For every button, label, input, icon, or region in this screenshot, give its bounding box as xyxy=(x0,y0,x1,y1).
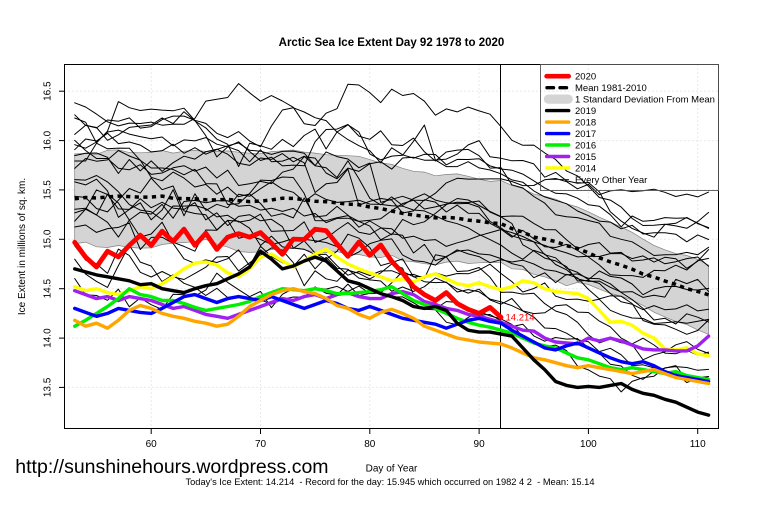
svg-text:15.5: 15.5 xyxy=(43,180,54,200)
svg-text:2019: 2019 xyxy=(575,106,596,117)
svg-text:Today's Ice Extent: 14.214 -: Today's Ice Extent: 14.214 - Record for … xyxy=(185,477,594,487)
svg-text:90: 90 xyxy=(474,439,486,450)
svg-text:2018: 2018 xyxy=(575,118,596,129)
svg-text:2017: 2017 xyxy=(575,129,596,140)
svg-text:2016: 2016 xyxy=(575,140,596,151)
svg-text:Every Other Year: Every Other Year xyxy=(575,175,647,186)
svg-text:14.214: 14.214 xyxy=(506,313,535,324)
svg-text:15.0: 15.0 xyxy=(43,229,54,249)
svg-text:13.5: 13.5 xyxy=(43,377,54,397)
svg-text:80: 80 xyxy=(364,439,376,450)
svg-text:100: 100 xyxy=(580,439,597,450)
svg-text:16.0: 16.0 xyxy=(43,130,54,150)
svg-text:70: 70 xyxy=(255,439,267,450)
svg-text:2014: 2014 xyxy=(575,163,596,174)
svg-text:110: 110 xyxy=(690,439,706,450)
svg-text:14.5: 14.5 xyxy=(43,279,54,299)
svg-text:Arctic Sea Ice Extent Day 92 1: Arctic Sea Ice Extent Day 92 1978 to 202… xyxy=(279,37,505,49)
svg-text:2015: 2015 xyxy=(575,152,596,163)
svg-text:Mean 1981-2010: Mean 1981-2010 xyxy=(575,83,647,94)
svg-text:60: 60 xyxy=(146,439,158,450)
svg-text:2020: 2020 xyxy=(575,72,596,83)
svg-text:1 Standard Deviation From Mean: 1 Standard Deviation From Mean xyxy=(575,95,715,106)
svg-text:Day of Year: Day of Year xyxy=(366,464,418,475)
svg-text:Ice Extent in millions of sq.: Ice Extent in millions of sq. km. xyxy=(17,178,28,315)
svg-text:http://sunshinehours.wordpress: http://sunshinehours.wordpress.com xyxy=(15,456,328,478)
svg-text:14.0: 14.0 xyxy=(43,328,54,348)
svg-text:16.5: 16.5 xyxy=(43,81,54,101)
